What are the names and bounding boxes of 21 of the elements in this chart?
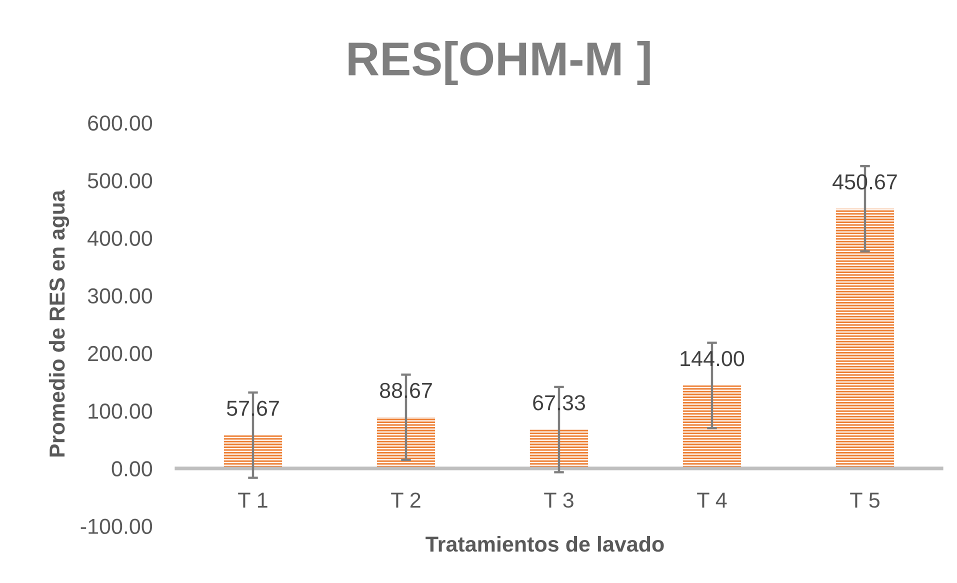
y-tick-label: 500.00 (88, 173, 152, 188)
y-tick-label: 600.00 (88, 115, 152, 131)
y-axis-title: Promedio de RES en agua (48, 190, 70, 457)
x-tick-label: T 1 (238, 492, 268, 508)
bar (682, 385, 742, 468)
x-tick-label: T 4 (697, 492, 727, 508)
x-tick-label: T 2 (391, 492, 420, 508)
bar (376, 417, 436, 468)
x-tick-label: T 5 (850, 492, 880, 508)
bar (224, 435, 282, 468)
x-axis-title: Tratamientos de lavado (426, 536, 664, 552)
bar (530, 430, 588, 468)
y-tick-label: 200.00 (88, 346, 152, 362)
y-tick-label: 400.00 (88, 230, 152, 246)
y-tick-label: 300.00 (88, 288, 152, 304)
x-tick-label: T 3 (544, 492, 574, 508)
y-tick-label: 0.00 (112, 461, 152, 476)
chart-title: RES[OHM-M ] (348, 40, 650, 86)
y-tick-label: -100.00 (80, 518, 152, 534)
y-tick-label: 100.00 (88, 404, 152, 419)
bar (836, 208, 894, 468)
